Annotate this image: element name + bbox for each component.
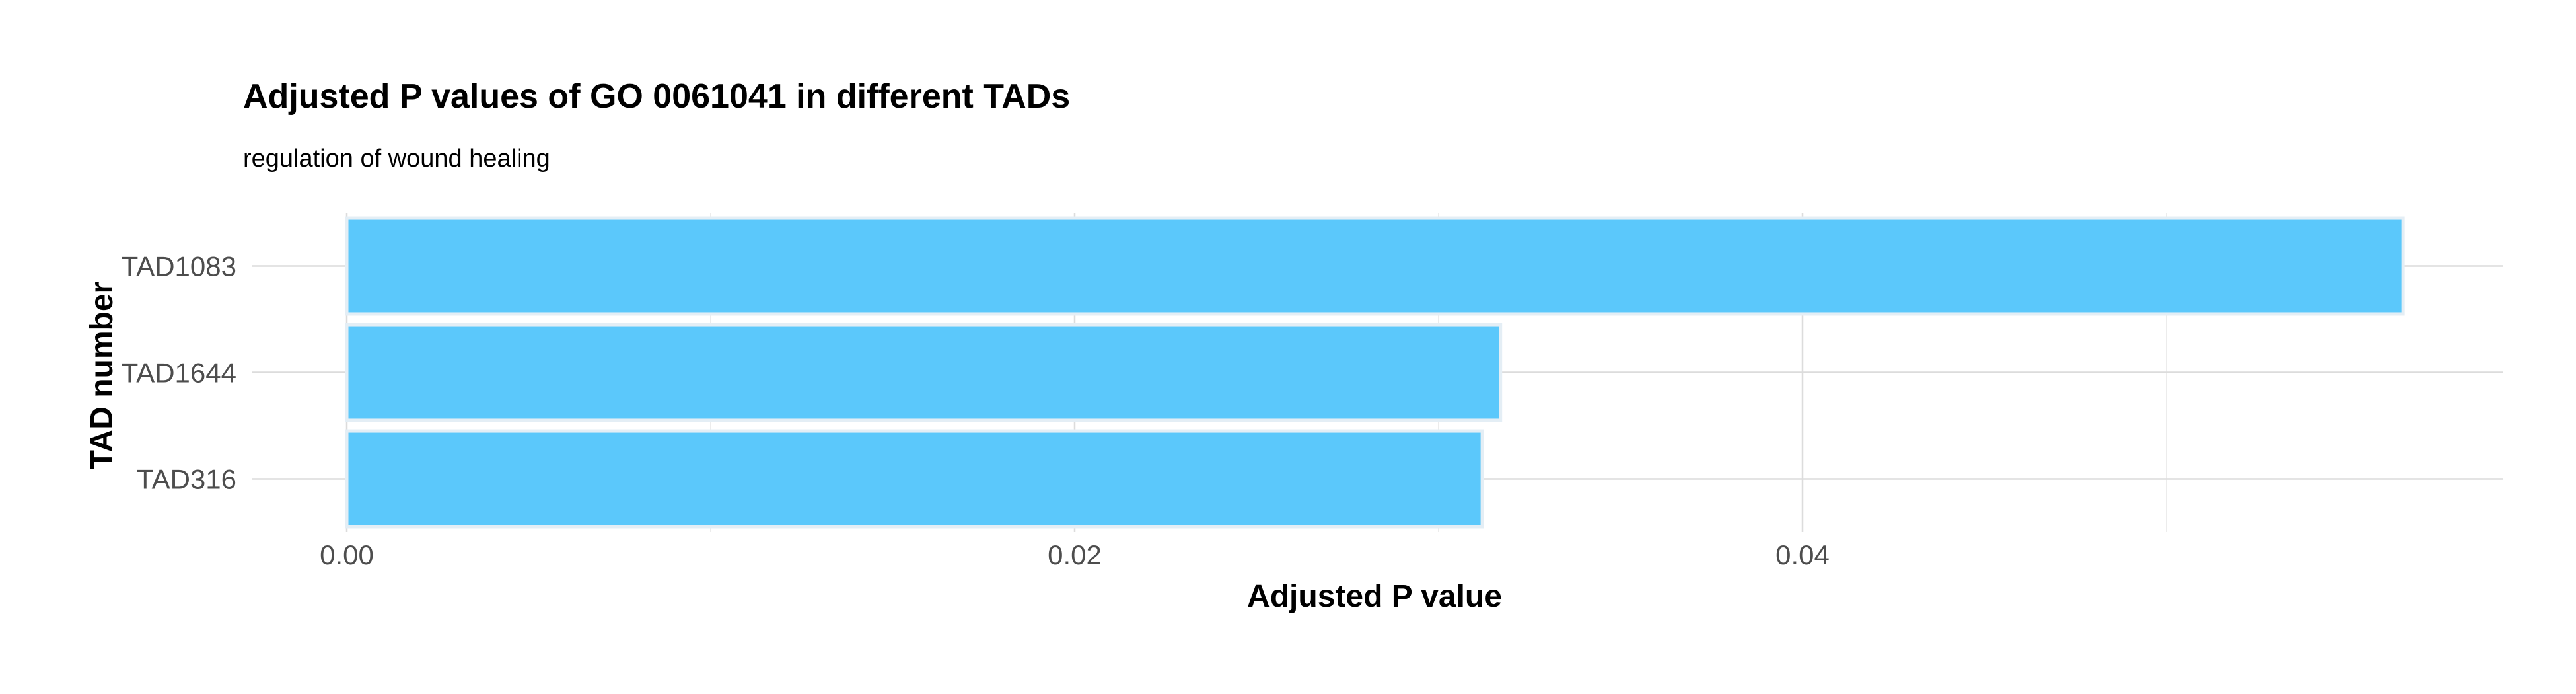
y-tick-label: TAD1644 — [122, 358, 236, 389]
x-tick-label: 0.04 — [1775, 539, 1830, 570]
y-axis-title: TAD number — [85, 282, 120, 469]
bar-tad1083 — [345, 216, 2405, 316]
bar-tad316 — [345, 429, 1484, 529]
x-tick-label: 0.00 — [320, 539, 374, 570]
bar-tad1644 — [345, 323, 1503, 422]
chart-title: Adjusted P values of GO 0061041 in diffe… — [243, 77, 1070, 116]
x-axis-title: Adjusted P value — [1247, 579, 1502, 614]
bars — [345, 216, 2405, 529]
chart-subtitle: regulation of wound healing — [243, 145, 550, 173]
y-tick-label: TAD316 — [137, 464, 236, 495]
x-tick-label: 0.02 — [1048, 539, 1102, 570]
y-tick-label: TAD1083 — [122, 251, 236, 282]
y-tick-labels: TAD1083 TAD1644 TAD316 — [122, 251, 236, 495]
x-tick-labels: 0.00 0.02 0.04 — [320, 539, 1830, 570]
